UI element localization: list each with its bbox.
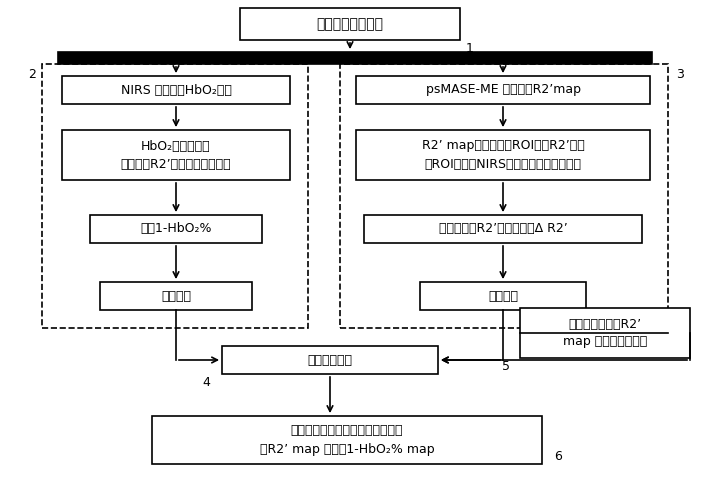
Text: HbO₂曲线亚采样
（与动态R2’时间分辨率一致）: HbO₂曲线亚采样 （与动态R2’时间分辨率一致）	[120, 140, 231, 170]
Text: 2: 2	[28, 68, 36, 81]
Text: NIRS 测量动态HbO₂曲线: NIRS 测量动态HbO₂曲线	[120, 84, 232, 96]
FancyBboxPatch shape	[58, 52, 652, 64]
Text: 通过曲线校准系数得到每个时间点
的R2’ map 对应的1-HbO₂% map: 通过曲线校准系数得到每个时间点 的R2’ map 对应的1-HbO₂% map	[260, 424, 434, 456]
FancyBboxPatch shape	[520, 308, 690, 358]
Text: 曲线二次校准: 曲线二次校准	[307, 353, 352, 367]
FancyBboxPatch shape	[62, 130, 290, 180]
Text: 3: 3	[676, 68, 684, 81]
FancyBboxPatch shape	[356, 130, 650, 180]
Text: R2’ map上手动选择ROI，取R2’均值
（ROI选择与NIRS测量对应的浅表区域）: R2’ map上手动选择ROI，取R2’均值 （ROI选择与NIRS测量对应的浅…	[421, 140, 585, 170]
FancyBboxPatch shape	[240, 8, 460, 40]
FancyBboxPatch shape	[356, 76, 650, 104]
Text: 曲线平滑: 曲线平滑	[488, 289, 518, 302]
Text: 1: 1	[466, 41, 474, 55]
FancyBboxPatch shape	[90, 215, 262, 243]
FancyBboxPatch shape	[364, 215, 642, 243]
Text: 急性缺血对比机制: 急性缺血对比机制	[317, 17, 384, 31]
Text: 对每个时间点的R2’
map 做高斯滤波处理: 对每个时间点的R2’ map 做高斯滤波处理	[563, 317, 647, 348]
FancyBboxPatch shape	[420, 282, 586, 310]
FancyBboxPatch shape	[42, 64, 308, 328]
FancyBboxPatch shape	[152, 416, 542, 464]
FancyBboxPatch shape	[222, 346, 438, 374]
Text: 减去静息态R2’均值，得到Δ R2’: 减去静息态R2’均值，得到Δ R2’	[438, 223, 568, 236]
Text: 得到1-HbO₂%: 得到1-HbO₂%	[140, 223, 212, 236]
FancyBboxPatch shape	[100, 282, 252, 310]
FancyBboxPatch shape	[62, 76, 290, 104]
Text: 6: 6	[554, 449, 562, 463]
Text: 曲线平滑: 曲线平滑	[161, 289, 191, 302]
Text: 4: 4	[202, 375, 210, 388]
Text: psMASE-ME 测量动态R2’map: psMASE-ME 测量动态R2’map	[426, 84, 580, 96]
Text: 5: 5	[502, 360, 510, 372]
FancyBboxPatch shape	[340, 64, 668, 328]
